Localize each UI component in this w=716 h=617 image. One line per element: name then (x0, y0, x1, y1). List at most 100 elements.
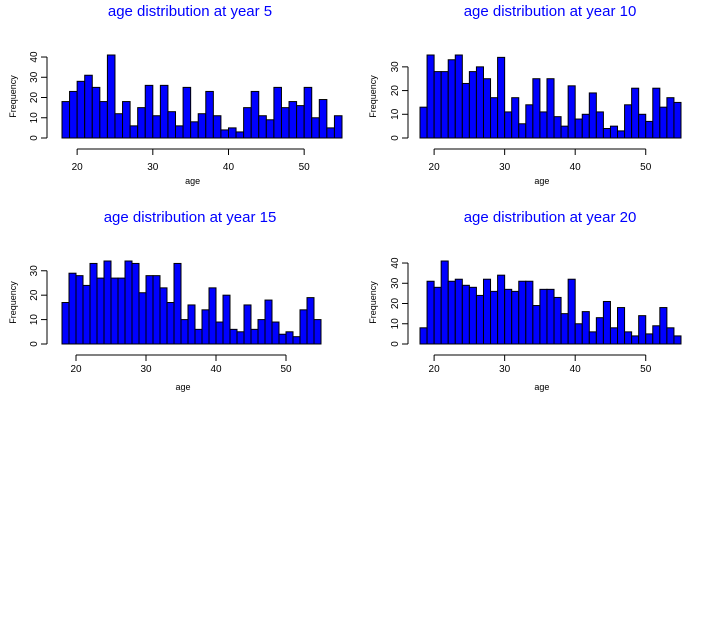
histogram-bar (504, 288, 513, 345)
y-tick-label: 0 (29, 135, 40, 141)
histogram-bar (574, 323, 583, 345)
histogram-bar (103, 260, 112, 345)
histogram-bar (114, 113, 124, 139)
histogram-bar (588, 92, 597, 139)
histogram-bar (311, 117, 320, 139)
histogram-bar (220, 129, 229, 139)
chart-title: age distribution at year 20 (464, 209, 637, 226)
histogram-bar (560, 313, 569, 345)
histogram-bar (145, 275, 154, 345)
histogram-bar (602, 300, 611, 345)
histogram-bar (91, 86, 101, 139)
histogram-bar (532, 78, 541, 139)
y-axis-label: Frequency (8, 75, 18, 118)
y-tick-label: 30 (29, 265, 40, 277)
histogram-bar (190, 121, 199, 139)
histogram-bar (609, 327, 619, 345)
y-axis-label: Frequency (368, 75, 378, 118)
histogram-bar (61, 101, 71, 139)
x-axis-label: age (534, 382, 549, 392)
histogram-bar (180, 319, 189, 345)
histogram-bar (433, 71, 442, 139)
x-tick-label: 50 (299, 162, 311, 173)
histogram-bar (511, 290, 520, 345)
histogram-bar (182, 86, 192, 139)
histogram-bar (264, 299, 273, 345)
histogram-bar (68, 272, 77, 345)
histogram-bar (475, 294, 484, 345)
histogram-bar (138, 292, 147, 345)
histogram-bar (433, 286, 442, 345)
y-tick-label: 30 (29, 71, 40, 83)
histogram-bar (645, 120, 654, 139)
x-tick-label: 50 (640, 364, 652, 375)
histogram-bar (144, 84, 154, 139)
x-tick-label: 30 (499, 364, 511, 375)
histogram-bar (539, 111, 548, 139)
histogram-bar (222, 294, 231, 345)
histogram-bar (175, 125, 184, 139)
histogram-bar (124, 260, 133, 345)
histogram-bar (631, 87, 640, 139)
histogram-bar (595, 317, 604, 345)
histogram-bar (475, 66, 484, 139)
chart-title: age distribution at year 10 (464, 3, 637, 20)
histogram-bar (76, 80, 86, 139)
x-tick-label: 30 (140, 364, 152, 375)
histogram-panel: age distribution at year 5 0 10 20 30 40 Frequ… (8, 3, 343, 186)
histogram-bar (313, 319, 322, 345)
histogram-bar (602, 128, 611, 139)
histogram-bar (99, 101, 108, 139)
x-tick-label: 20 (72, 162, 84, 173)
histogram-bar (525, 104, 534, 139)
y-axis-label: Frequency (368, 281, 378, 324)
y-tick-label: 30 (390, 61, 401, 73)
y-tick-label: 10 (29, 112, 40, 124)
histogram-bar (229, 328, 238, 345)
histogram-bar (511, 97, 520, 139)
histogram-bar (638, 315, 647, 345)
histogram-panel: age distribution at year 20 0 10 20 30 40 Freq… (368, 209, 682, 392)
histogram-bar (567, 85, 576, 139)
histogram-bar (497, 56, 506, 139)
x-tick-label: 50 (280, 364, 292, 375)
histogram-bar (426, 54, 435, 139)
histogram-panel: age distribution at year 15 0 10 20 30 Freque… (8, 209, 322, 392)
y-tick-label: 0 (390, 341, 401, 347)
histogram-bar (553, 296, 562, 345)
histogram-bar (201, 309, 210, 345)
y-tick-label: 20 (390, 298, 401, 310)
histogram-bar (288, 101, 298, 139)
histogram-bar (532, 305, 541, 345)
histogram-bar (581, 311, 590, 345)
histogram-bar (624, 331, 633, 345)
histogram-bar (546, 78, 555, 139)
histogram-bar (89, 262, 98, 345)
histogram-bar (265, 119, 275, 139)
histogram-bar (271, 321, 280, 345)
histogram-bar (159, 84, 169, 139)
histogram-bar (187, 304, 196, 345)
histogram-bar (617, 130, 626, 139)
histogram-bar (278, 333, 287, 345)
histogram-bar (75, 275, 84, 345)
x-tick-label: 40 (570, 162, 582, 173)
histogram-bar (666, 327, 675, 345)
histogram-bar (659, 106, 668, 139)
histogram-bar (159, 287, 168, 345)
y-tick-label: 10 (390, 108, 401, 120)
histogram-bar (205, 90, 214, 139)
histogram-bar (504, 111, 513, 139)
chart-title: age distribution at year 5 (108, 3, 272, 20)
histogram-bar (110, 277, 119, 345)
histogram-bar (595, 111, 604, 139)
y-tick-label: 20 (29, 92, 40, 104)
histogram-bar (673, 335, 682, 345)
histogram-bar (638, 113, 647, 139)
histogram-bar (96, 277, 105, 345)
x-axis-label: age (534, 176, 549, 186)
histogram-bar (212, 115, 222, 139)
histogram-bar (461, 82, 470, 139)
histogram-bar (468, 286, 477, 345)
x-axis-label: age (185, 176, 200, 186)
